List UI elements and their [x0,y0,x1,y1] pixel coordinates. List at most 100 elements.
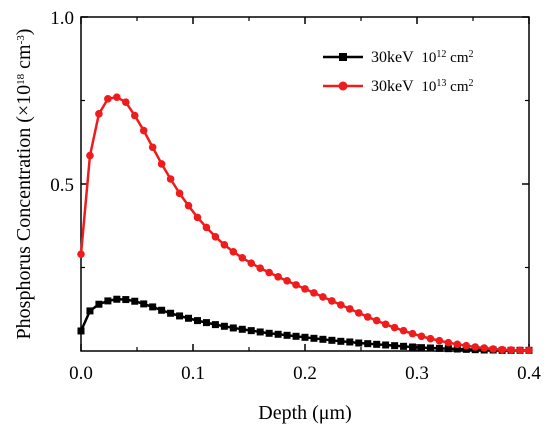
series-0-point [274,330,282,338]
series-0-point [185,314,193,322]
series-1-point [86,151,94,160]
series-1-point [238,254,247,262]
series-1-point [274,273,282,281]
series-0-point [391,342,399,350]
series-line-0 [79,297,529,352]
series-0-point [435,344,443,352]
series-0-point [319,335,327,343]
series-1-point [462,341,471,350]
series-0-point [211,321,219,329]
series-1-point [525,346,533,355]
series-1-point [489,345,497,353]
series-0-point [247,327,255,335]
series-0-point [238,325,246,333]
legend-label-1-dose: 10 [421,79,436,95]
series-1-point [516,346,524,355]
legend-label-1-exp: 13 [436,78,446,89]
series-0-point [355,339,363,347]
series-0-point [417,344,425,352]
y-axis-label-exp2: -3 [15,35,27,45]
series-0-point [426,344,434,352]
series-1-point [435,336,444,345]
series-1 [77,93,533,355]
series-1-point [202,223,211,232]
legend-label-0-energy: 30keV [371,49,414,66]
series-1-point [148,143,157,152]
x-axis-label: Depth (μm) [258,402,351,424]
series-0-point [400,342,408,350]
series-1-point [399,326,408,335]
series-0-point [131,297,139,305]
legend-label-1-energy: 30keV [371,78,414,95]
series-1-point [372,316,381,325]
plot-frame [80,16,530,352]
series-0-point [86,307,94,315]
series-1-point [211,232,220,241]
series-1-point [444,338,453,347]
legend: 30keV 1012 cm2 30keV 1013 cm2 [323,49,473,96]
series-1-point [480,344,489,352]
series-1-point [122,98,130,106]
legend-label-1-unit: cm [446,79,468,95]
series-1-point [301,285,309,293]
series-0-point [382,341,390,349]
y-axis-label-exp1: 18 [15,73,27,85]
series-0-point [283,331,291,339]
legend-label-0-dose: 10 [421,50,436,66]
series-1-point [417,332,426,341]
series-1-point [256,264,265,272]
series-0-point [167,309,175,317]
y-tick-label-1: 1.0 [50,8,74,29]
series-0-point [292,332,300,340]
series-1-point [283,277,291,285]
series-1-point [346,305,354,313]
series-1-point [184,201,193,210]
series-0-point [346,338,354,346]
series-0-point [364,340,372,348]
series-1-point [247,259,256,267]
legend-label-0-unit: cm [446,50,468,66]
series-1-point [220,240,229,249]
series-0-point [77,327,85,335]
legend-label-0-unit-exp: 2 [468,49,473,60]
series-0-point [256,328,264,336]
y-tick-label-0: 0.5 [50,175,74,196]
series-1-point [175,189,184,198]
series-0-point [373,340,381,348]
legend-label-0: 30keV 1012 cm2 [371,49,473,67]
series-1-point [139,126,148,135]
series-0-point [328,336,336,344]
legend-marker-1 [338,81,348,91]
series-1-point [77,250,85,258]
series-1-point [292,281,300,289]
series-1-point [363,313,372,321]
series-1-point [471,343,480,351]
legend-label-0-exp: 12 [436,49,446,60]
series-1-point [390,323,399,332]
series-1-point [229,248,238,256]
series-0-point [444,345,452,353]
y-axis-label-end: ) [13,29,35,36]
legend-label-1: 30keV 1013 cm2 [371,78,473,96]
x-tick-label-4: 0.4 [517,363,541,384]
y-axis-label-main: Phosphorus Concentration (×10 [13,85,35,340]
series-line-1 [79,95,529,352]
series-1-point [426,334,435,343]
series-1-point [507,346,515,354]
x-axis-ticks: 0.0 0.1 0.2 0.3 0.4 [69,17,541,384]
series-1-point [265,268,273,277]
series-1-point [319,293,327,301]
y-axis-ticks: 0.5 1.0 [50,8,529,269]
series-1-point [328,297,336,305]
series-0-point [301,333,309,341]
series-0-point [265,329,273,337]
series-0-point [337,337,345,345]
series-0 [77,295,533,354]
series-0-point [158,306,166,314]
series-1-point [337,301,345,309]
series-0-point [122,296,130,304]
series-0-point [310,334,318,342]
legend-marker-0 [339,53,347,61]
series-0-point [113,295,121,303]
